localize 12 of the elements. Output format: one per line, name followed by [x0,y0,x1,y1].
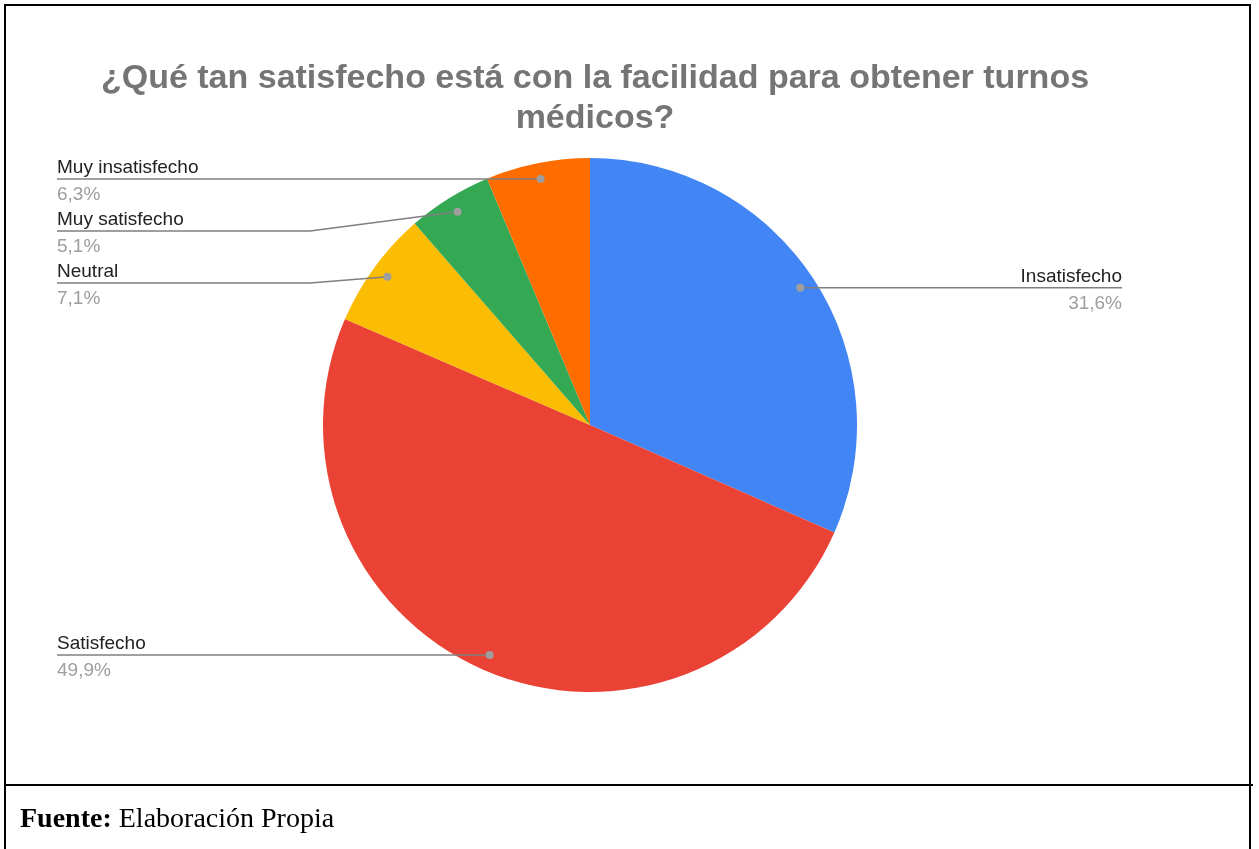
slice-label: Insatisfecho [1020,264,1122,286]
slice-label: Neutral [57,259,119,281]
chart-title: ¿Qué tan satisfecho está con la facilidad para obtener turnos médicos? [99,56,1091,136]
data-label: 5,1% [57,234,101,256]
data-label: 49,9% [57,659,111,681]
source-note: Fuente: Elaboración Propia [20,802,335,834]
data-label: 6,3% [57,182,101,204]
slice-label: Muy satisfecho [57,207,184,229]
slice-label: Muy insatisfecho [57,155,199,177]
slice-label: Satisfecho [57,632,146,654]
data-label: 31,6% [1068,291,1123,313]
data-label: 7,1% [57,286,101,308]
